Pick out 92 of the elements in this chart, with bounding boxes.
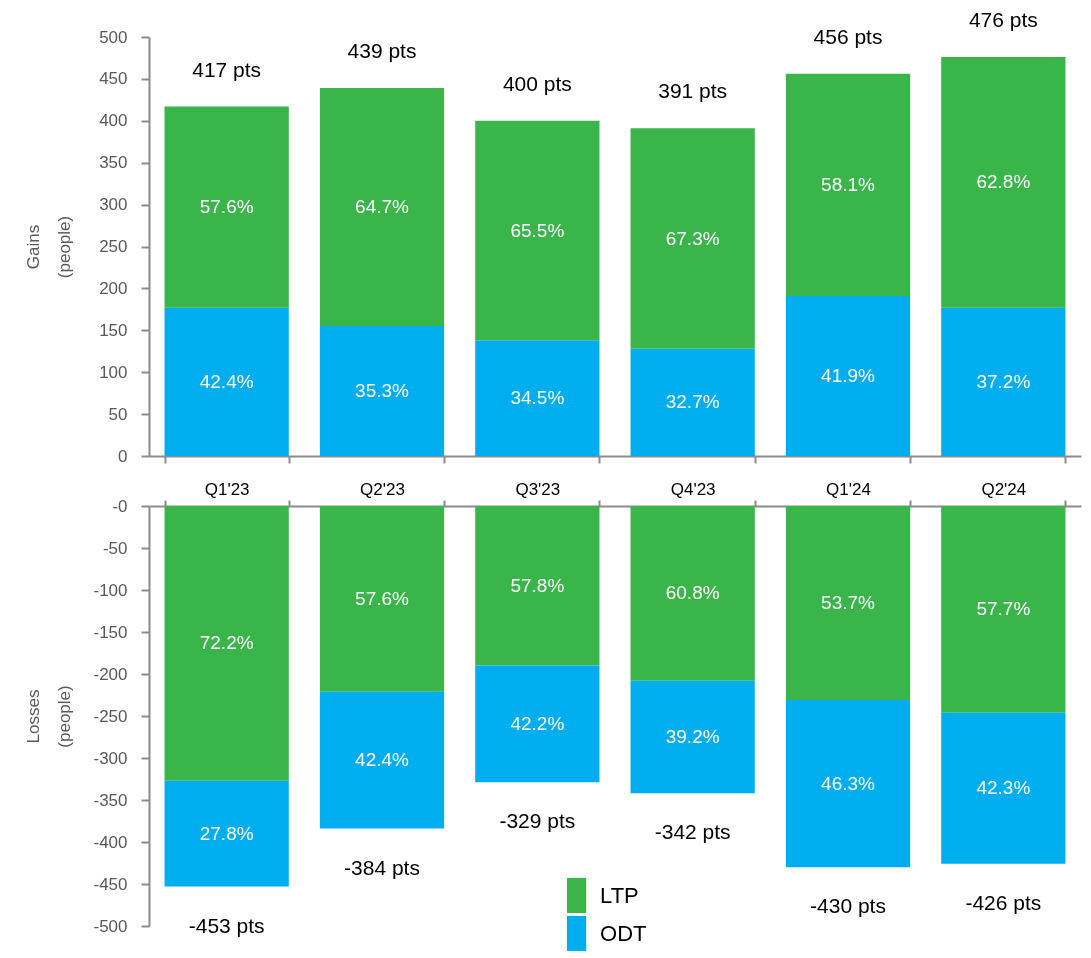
annotation: 41.9% (821, 364, 876, 386)
bar (164, 307, 289, 456)
y-tick-label: 400 (99, 111, 128, 131)
annotation: 72.2% (199, 632, 254, 654)
y-tick-label: 0 (118, 446, 128, 466)
annotation: 64.7% (355, 196, 410, 218)
bar (785, 506, 911, 701)
y-tick-label: 450 (99, 69, 128, 89)
annotation: 42.2% (510, 712, 565, 734)
total-label: -342 pts (654, 820, 731, 844)
bar (475, 665, 600, 783)
y-axis-title: Losses (people) (23, 685, 74, 748)
annotation: 37.2% (976, 370, 1031, 392)
bar (319, 326, 445, 456)
legend-label: ODT (600, 920, 647, 946)
bar (785, 700, 911, 868)
total-label: -430 pts (810, 894, 886, 918)
total-label: 439 pts (347, 39, 417, 63)
bar (475, 120, 600, 341)
annotation: 32.7% (665, 391, 720, 413)
y-tick-label: -100 (93, 580, 128, 600)
y-tick-label: -500 (93, 916, 128, 936)
annotation: 67.3% (665, 227, 720, 249)
bar (630, 506, 755, 681)
total-label: -329 pts (499, 809, 576, 833)
y-tick-label: -300 (93, 748, 128, 768)
y-tick-label: 150 (99, 320, 128, 340)
annotation: 62.8% (976, 171, 1031, 193)
bar (941, 712, 1066, 864)
bar (164, 780, 289, 887)
annotation: 57.8% (510, 574, 565, 596)
bar (785, 73, 911, 296)
bar (630, 680, 755, 794)
bar (164, 106, 289, 308)
legend-label: LTP (600, 882, 639, 908)
annotation: 53.7% (821, 592, 876, 614)
annotation: 42.4% (199, 370, 254, 392)
y-tick-label: 500 (99, 27, 128, 47)
bar (785, 295, 911, 456)
x-tick-label: Q2'24 (981, 479, 1027, 499)
annotation: 65.5% (510, 219, 565, 241)
annotation: 57.7% (976, 598, 1031, 620)
total-label: 456 pts (813, 24, 883, 48)
y-tick-label: 300 (99, 195, 128, 215)
annotation: 27.8% (199, 822, 254, 844)
total-label: -384 pts (344, 855, 420, 879)
total-label: 400 pts (502, 71, 572, 95)
y-tick-label: 100 (99, 362, 128, 382)
bar (319, 506, 445, 692)
annotation: 57.6% (199, 196, 254, 218)
total-label: 417 pts (192, 57, 262, 81)
y-tick-label: -450 (93, 874, 128, 894)
x-tick-label: Q4'23 (670, 479, 716, 499)
bar (319, 88, 445, 327)
annotation: 58.1% (821, 173, 876, 195)
annotation: 39.2% (665, 726, 720, 747)
bar (630, 128, 755, 349)
bar (630, 348, 755, 456)
total-label: -426 pts (965, 890, 1042, 914)
annotation: 60.8% (665, 582, 720, 604)
x-tick-label: Q2'23 (360, 479, 405, 499)
annotation: 42.4% (355, 749, 410, 771)
y-tick-label: 250 (99, 237, 128, 256)
y-tick-label: 350 (99, 153, 128, 173)
total-label: 476 pts (968, 8, 1038, 32)
y-axis-title: Gains (people) (23, 215, 74, 279)
total-label: 391 pts (658, 79, 728, 103)
y-tick-label: -350 (93, 790, 128, 810)
y-tick-label: 200 (99, 278, 128, 298)
annotation: 46.3% (821, 772, 876, 794)
bar (164, 506, 289, 781)
y-tick-label: 50 (108, 404, 128, 424)
x-tick-label: Q1'23 (204, 479, 250, 499)
bar (941, 57, 1066, 308)
y-tick-label: -50 (102, 538, 128, 558)
y-tick-label: -0 (112, 496, 128, 516)
bar (941, 506, 1066, 713)
bar (475, 340, 600, 456)
bar (941, 307, 1066, 456)
annotation: 34.5% (510, 387, 565, 409)
bar (475, 506, 600, 666)
annotation: 35.3% (355, 380, 410, 402)
y-tick-label: -250 (93, 706, 128, 726)
annotation: 57.6% (355, 587, 410, 609)
y-tick-label: -150 (93, 622, 128, 642)
x-tick-label: Q1'24 (826, 479, 871, 499)
total-label: -453 pts (188, 913, 265, 937)
bar (319, 691, 445, 829)
y-tick-label: -400 (93, 832, 128, 852)
y-tick-label: -200 (93, 664, 128, 684)
annotation: 42.3% (976, 777, 1031, 799)
x-tick-label: Q3'23 (515, 479, 561, 499)
